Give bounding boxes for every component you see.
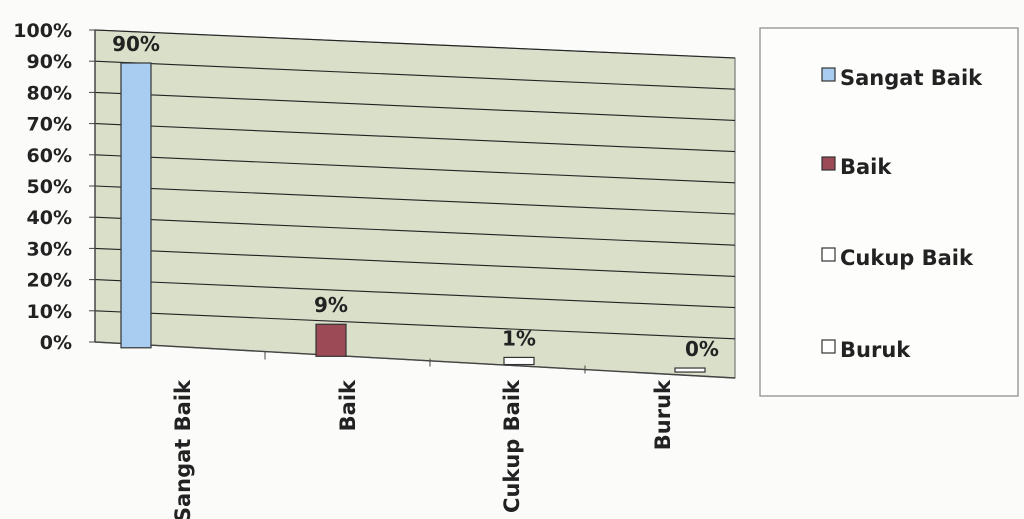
data-label: 1%	[502, 326, 536, 350]
y-tick-label: 60%	[27, 145, 72, 167]
y-tick-label: 80%	[27, 82, 72, 104]
y-tick-label: 90%	[27, 51, 72, 73]
y-tick-label: 10%	[27, 301, 72, 323]
data-label: 9%	[314, 293, 348, 317]
y-tick-label: 40%	[27, 207, 72, 229]
gridline	[94, 279, 736, 309]
legend-box	[759, 27, 1019, 397]
y-tick-label: 100%	[13, 20, 72, 42]
category-label: Baik	[336, 379, 360, 431]
legend: Sangat Baik Baik Cukup Baik Buruk	[759, 27, 1019, 397]
legend-label: Buruk	[840, 338, 911, 362]
legend-label: Cukup Baik	[840, 246, 974, 270]
category-label: Cukup Baik	[500, 379, 524, 513]
plot-background	[94, 29, 736, 379]
gridline	[94, 91, 736, 121]
legend-swatch	[821, 247, 836, 262]
bars	[120, 62, 706, 373]
y-tick-label: 70%	[27, 114, 72, 136]
gridline	[94, 29, 736, 59]
plot-area	[94, 29, 736, 379]
legend-label: Baik	[840, 155, 892, 179]
y-tick-label: 0%	[40, 332, 72, 354]
data-labels: 90% 9% 1% 0%	[112, 32, 719, 361]
y-tick-label: 50%	[27, 176, 72, 198]
y-tick-label: 30%	[27, 238, 72, 260]
gridline	[94, 60, 736, 90]
gridline	[94, 310, 736, 340]
y-tick-label: 20%	[27, 270, 72, 292]
legend-label: Sangat Baik	[840, 66, 983, 90]
x-axis-line	[94, 341, 736, 379]
bar	[120, 62, 152, 349]
bar	[503, 356, 535, 366]
bar	[674, 367, 706, 373]
category-labels: Sangat Baik Baik Cukup Baik Buruk	[171, 351, 675, 519]
legend-swatch	[821, 156, 836, 171]
gridline	[94, 185, 736, 215]
category-label: Buruk	[651, 379, 675, 450]
category-label: Sangat Baik	[171, 379, 195, 519]
gridline	[94, 247, 736, 277]
data-label: 90%	[112, 32, 160, 56]
legend-swatch	[821, 67, 836, 82]
gridline	[94, 123, 736, 153]
gridline	[94, 216, 736, 246]
gridline	[94, 154, 736, 184]
data-label: 0%	[685, 337, 719, 361]
bar	[315, 323, 347, 357]
y-axis-ticks: 0% 10% 20% 30% 40% 50% 60% 70% 80% 90% 100%	[13, 20, 95, 354]
legend-swatch	[821, 339, 836, 354]
